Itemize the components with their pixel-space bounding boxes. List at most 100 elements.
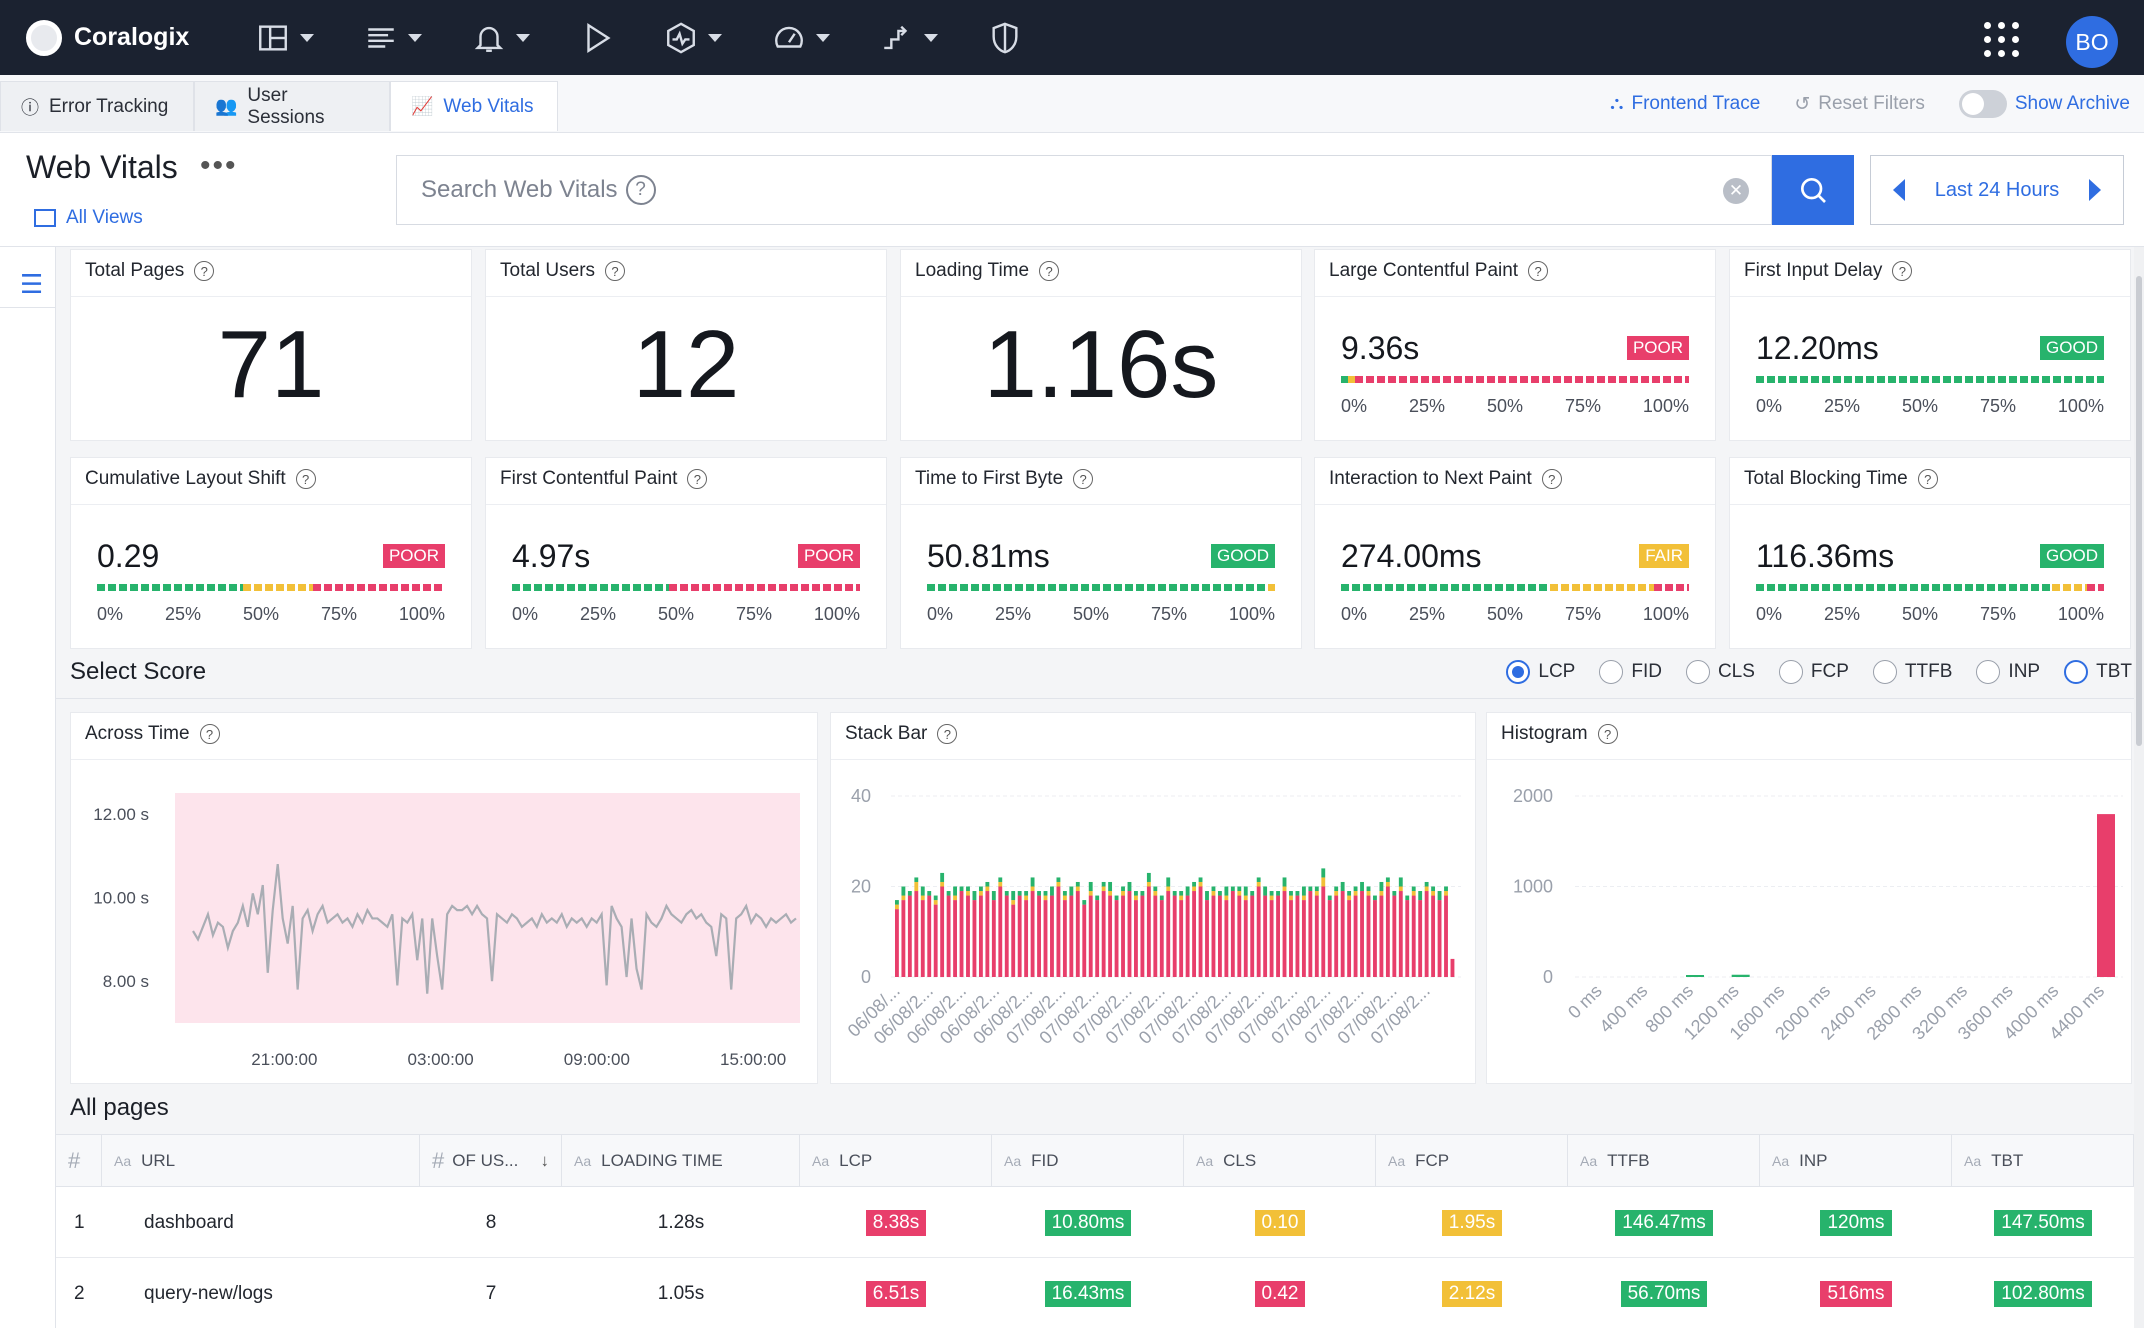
security-menu[interactable] xyxy=(988,21,1022,55)
apm-menu[interactable] xyxy=(664,21,722,55)
help-icon[interactable]: ? xyxy=(1597,724,1618,744)
search-input[interactable]: Search Web Vitals ? ✕ xyxy=(396,155,1772,225)
bar-poor xyxy=(1289,900,1293,977)
pages-table: # Aa URL # OF US... ↓ Aa LOADING TIME Aa LCP Aa FID… xyxy=(56,1134,2134,1328)
reset-filters-button[interactable]: ↺ Reset Filters xyxy=(1794,93,1925,116)
apps-grid-icon[interactable] xyxy=(1984,22,2020,58)
help-icon[interactable]: ? xyxy=(1039,261,1060,281)
radio-lcp[interactable]: LCP xyxy=(1506,660,1575,684)
bar-fair xyxy=(1243,895,1248,901)
help-icon[interactable]: ? xyxy=(625,175,656,205)
table-header: # Aa URL # OF US... ↓ Aa LOADING TIME Aa LCP Aa FID… xyxy=(56,1135,2134,1187)
column-header-loading-time[interactable]: Aa LOADING TIME xyxy=(562,1135,800,1187)
clear-icon[interactable]: ✕ xyxy=(1723,178,1749,204)
chevron-down-icon xyxy=(816,33,830,42)
next-range-icon[interactable] xyxy=(2088,179,2101,201)
help-icon[interactable]: ? xyxy=(1528,261,1549,281)
radio-circle[interactable] xyxy=(1599,660,1624,684)
y-tick-label: 2000 xyxy=(1513,786,1553,806)
bar-poor xyxy=(1082,904,1087,977)
table-row[interactable]: 1 dashboard 8 1.28s 8.38s 10.80ms 0.10 1.95s 146… xyxy=(56,1187,2134,1258)
radio-tbt[interactable]: TBT xyxy=(2064,660,2132,684)
time-range-picker[interactable]: Last 24 Hours xyxy=(1870,155,2124,225)
card-title-text: Time to First Byte xyxy=(915,468,1064,489)
column-header-fid[interactable]: Aa FID xyxy=(992,1135,1184,1187)
show-archive-label: Show Archive xyxy=(2014,93,2130,114)
user-avatar[interactable]: BO xyxy=(2066,16,2118,68)
help-icon[interactable]: ? xyxy=(1917,469,1938,489)
bar-good xyxy=(1056,877,1061,882)
radio-inp[interactable]: INP xyxy=(1976,660,2040,684)
distribution-bar xyxy=(97,584,445,591)
help-icon[interactable]: ? xyxy=(605,261,626,281)
chevron-down-icon xyxy=(408,33,422,42)
bar-poor xyxy=(1282,891,1287,977)
bar-fair xyxy=(1101,886,1106,892)
radio-ttfb[interactable]: TTFB xyxy=(1872,660,1952,684)
more-options-icon[interactable]: ••• xyxy=(200,149,238,182)
column-header-url[interactable]: Aa URL xyxy=(102,1135,420,1187)
previous-range-icon[interactable] xyxy=(1893,179,1905,201)
search-button[interactable] xyxy=(1772,155,1854,225)
help-icon[interactable]: ? xyxy=(1541,469,1562,489)
alerts-menu[interactable] xyxy=(472,21,530,55)
radio-fid[interactable]: FID xyxy=(1599,660,1662,684)
sort-desc-icon[interactable]: ↓ xyxy=(540,1151,550,1170)
help-icon[interactable]: ? xyxy=(687,469,708,489)
help-icon[interactable]: ? xyxy=(194,261,215,281)
radio-cls[interactable]: CLS xyxy=(1685,660,1755,684)
column-header-tbt[interactable]: Aa TBT xyxy=(1952,1135,2134,1187)
radio-label: LCP xyxy=(1538,661,1576,682)
frontend-trace-label: Frontend Trace xyxy=(1631,93,1761,114)
column-header-cls[interactable]: Aa CLS xyxy=(1184,1135,1376,1187)
logs-icon xyxy=(368,27,394,48)
show-archive-toggle[interactable]: Show Archive xyxy=(1958,90,2130,118)
column-header-fcp[interactable]: Aa FCP xyxy=(1376,1135,1568,1187)
poor-segment xyxy=(1354,376,1689,383)
radio-fcp[interactable]: FCP xyxy=(1778,660,1849,684)
help-icon[interactable]: ? xyxy=(1073,469,1094,489)
column-header-inp[interactable]: Aa INP xyxy=(1760,1135,1952,1187)
help-icon[interactable]: ? xyxy=(937,724,958,744)
coralogix-logo[interactable]: Coralogix xyxy=(26,19,206,56)
column-header-ttfb[interactable]: Aa TTFB xyxy=(1568,1135,1760,1187)
column-header-lcp[interactable]: Aa LCP xyxy=(800,1135,992,1187)
livetail-menu[interactable] xyxy=(580,21,614,55)
poor-segment xyxy=(2086,584,2104,591)
tab-error-tracking[interactable]: ⓘ Error Tracking xyxy=(0,81,194,131)
radio-circle[interactable] xyxy=(1778,660,1803,684)
toggle-switch[interactable] xyxy=(1958,90,2007,118)
radio-circle[interactable] xyxy=(1872,660,1897,684)
bar-poor xyxy=(1243,900,1248,977)
scrollbar-track[interactable] xyxy=(2134,247,2144,1328)
help-icon[interactable]: ? xyxy=(199,724,220,744)
column-header-of-us-[interactable]: # OF US... ↓ xyxy=(420,1135,562,1187)
y-tick-label: 0 xyxy=(1543,967,1553,987)
bar-good xyxy=(1153,886,1158,892)
radio-circle[interactable] xyxy=(1506,660,1531,684)
help-icon[interactable]: ? xyxy=(1892,261,1913,281)
flow-menu[interactable] xyxy=(880,21,938,55)
table-row[interactable]: 2 query-new/logs 7 1.05s 6.51s 16.43ms 0.42 2.1… xyxy=(56,1258,2134,1328)
tab-user-sessions[interactable]: 👥 User Sessions xyxy=(194,81,390,131)
all-views-link[interactable]: All Views xyxy=(34,207,143,229)
bar-good xyxy=(1444,886,1448,892)
radio-circle[interactable] xyxy=(1685,660,1710,684)
vital-card: Time to First Byte? 50.81ms GOOD 0% 25% 50% 75… xyxy=(900,457,1302,649)
help-icon[interactable]: ? xyxy=(295,469,316,489)
card-title: Total Pages? xyxy=(85,260,215,282)
radio-circle[interactable] xyxy=(1976,660,2001,684)
tab-web-vitals[interactable]: 📈 Web Vitals xyxy=(390,81,558,131)
radio-circle[interactable] xyxy=(2064,660,2089,684)
column-header-#[interactable]: # xyxy=(56,1135,102,1187)
card-title-text: Total Pages xyxy=(85,260,185,281)
frontend-trace-link[interactable]: ⛬ Frontend Trace xyxy=(1610,93,1760,115)
dashboards-menu[interactable] xyxy=(256,21,314,55)
bar-fair xyxy=(1011,900,1016,905)
bar-poor xyxy=(1295,895,1300,977)
bar-good xyxy=(966,886,970,892)
scrollbar-thumb[interactable] xyxy=(2136,276,2142,746)
logs-menu[interactable] xyxy=(364,21,422,55)
monitoring-menu[interactable] xyxy=(772,21,830,55)
expand-sidebar-icon[interactable]: ☰ xyxy=(20,269,44,299)
